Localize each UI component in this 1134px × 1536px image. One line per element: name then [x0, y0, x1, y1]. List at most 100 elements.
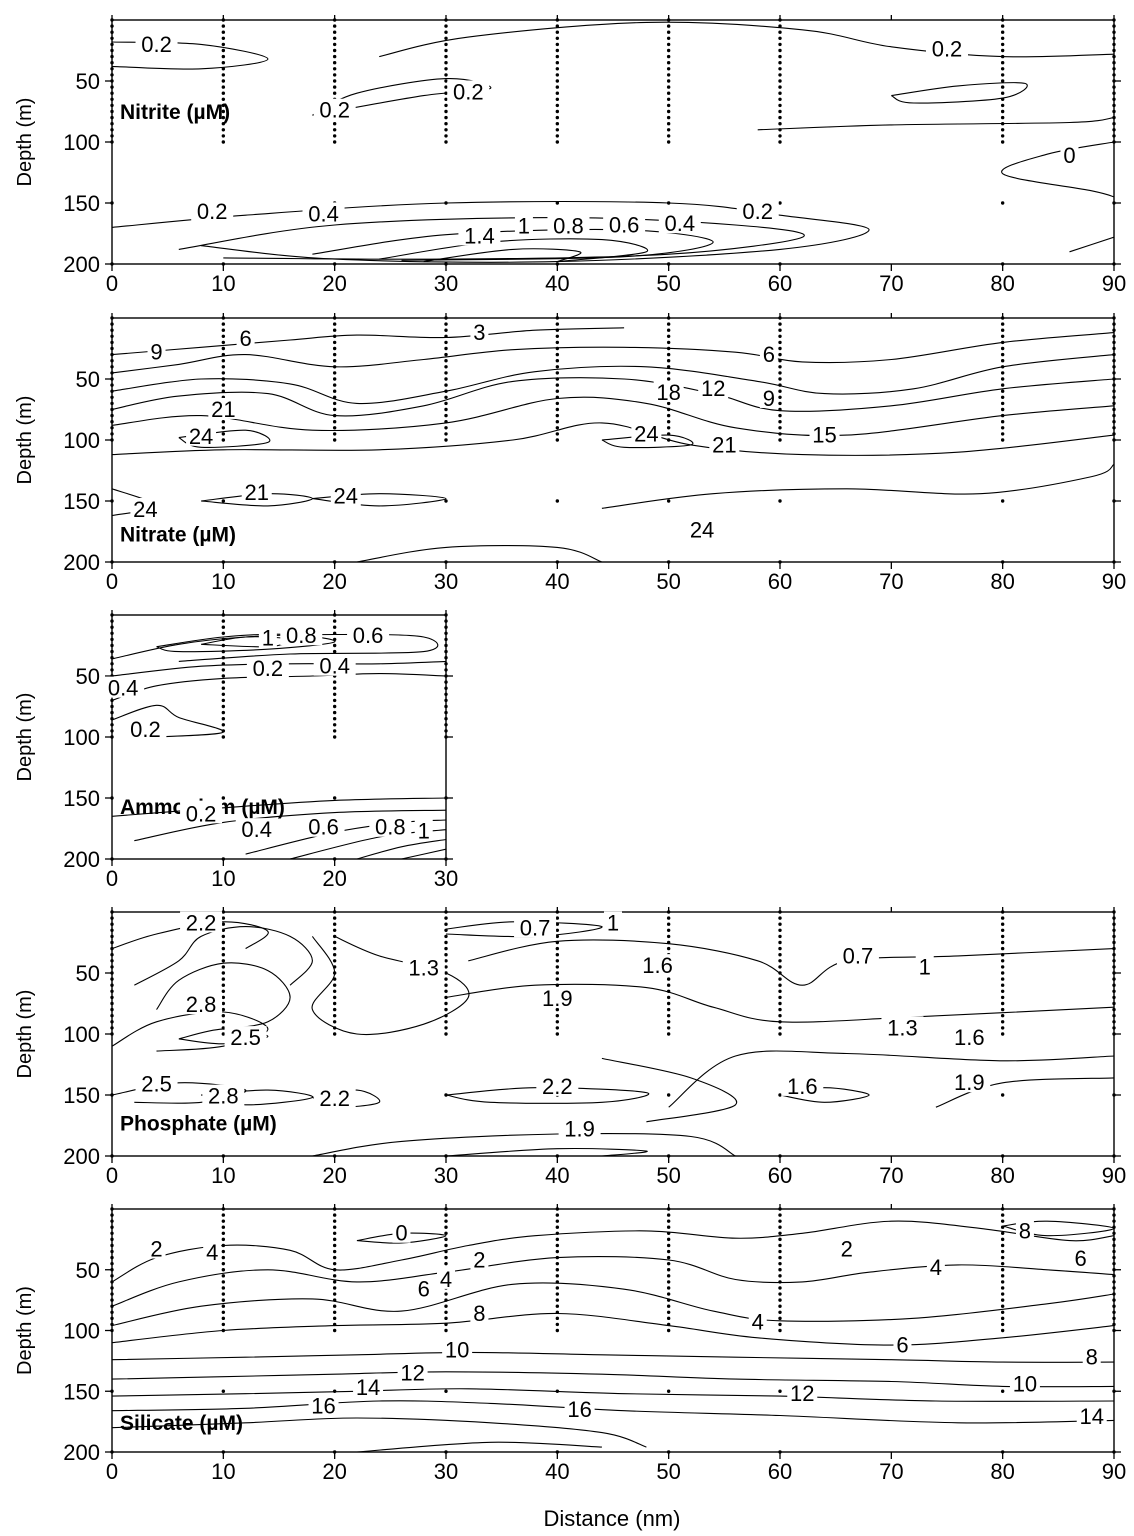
- sample-point: [444, 934, 448, 939]
- sample-point: [332, 1298, 337, 1302]
- sample-point: [778, 1026, 782, 1030]
- sample-point: [1000, 115, 1005, 120]
- contour-label: 1.3: [887, 1015, 918, 1040]
- sample-point: [1000, 965, 1005, 969]
- sample-point: [555, 365, 560, 369]
- sample-point: [1000, 1304, 1005, 1308]
- x-tick-label: 10: [211, 866, 235, 891]
- contour-label-bg: [280, 624, 323, 646]
- sample-point: [1000, 934, 1005, 939]
- y-tick-label: 150: [63, 1083, 100, 1108]
- contour-label: 0.2: [742, 199, 773, 224]
- contour-label-bg: [313, 654, 356, 676]
- contour-label: 1.6: [954, 1025, 985, 1050]
- contour-label: 2.2: [186, 910, 217, 935]
- sample-point: [1000, 1274, 1005, 1278]
- sample-point: [221, 1032, 226, 1036]
- sample-point: [778, 346, 782, 351]
- sample-point: [1000, 1292, 1005, 1296]
- contour-label: 8: [473, 1301, 485, 1326]
- sample-point: [1000, 983, 1005, 987]
- sample-point: [555, 940, 560, 945]
- sample-point: [555, 426, 560, 430]
- x-tick-label: 30: [434, 271, 458, 296]
- sample-point: [1000, 359, 1005, 363]
- contour-line: [468, 939, 1114, 986]
- contour-label-bg: [948, 1026, 991, 1048]
- sample-point: [1000, 1032, 1005, 1036]
- sample-point: [1000, 1020, 1005, 1024]
- sample-point: [666, 36, 671, 40]
- ammonium-contours: [112, 633, 446, 859]
- sample-point: [444, 322, 448, 326]
- sample-point: [778, 1304, 782, 1308]
- sample-point: [1000, 1328, 1005, 1333]
- sample-point: [332, 643, 337, 648]
- sample-point: [221, 67, 226, 71]
- sample-point: [444, 1001, 448, 1006]
- contour-label: 0.6: [609, 212, 640, 237]
- contour-label: 9: [150, 340, 162, 365]
- sample-point: [221, 1292, 226, 1296]
- sample-point: [332, 1316, 337, 1321]
- x-tick-label: 30: [434, 569, 458, 594]
- sample-point: [332, 916, 337, 920]
- sample-point: [778, 1286, 782, 1290]
- x-tick-label: 80: [990, 271, 1014, 296]
- contour-label: 3: [473, 320, 485, 345]
- sample-point: [555, 1243, 560, 1248]
- sample-point: [444, 1298, 448, 1302]
- sample-point: [444, 140, 448, 144]
- sample-point: [666, 1007, 671, 1012]
- sample-point: [666, 1292, 671, 1296]
- contour-label-bg: [653, 380, 684, 402]
- contour-line: [445, 983, 1114, 1023]
- sample-point: [555, 122, 560, 126]
- sample-point: [221, 340, 226, 345]
- sample-point: [555, 24, 560, 28]
- sample-point: [221, 922, 226, 926]
- sample-point: [778, 36, 782, 40]
- sample-point: [221, 73, 226, 77]
- sample-point: [778, 85, 782, 89]
- sample-point: [778, 413, 782, 418]
- contour-label: 6: [763, 342, 775, 367]
- sample-point: [666, 995, 671, 1000]
- sample-point: [1000, 989, 1005, 993]
- sample-point: [444, 940, 448, 945]
- sample-point: [221, 928, 226, 932]
- sample-point: [444, 1014, 448, 1018]
- contour-label-bg: [124, 718, 167, 740]
- sample-point: [221, 377, 226, 381]
- contour-label: 1.4: [464, 223, 495, 248]
- sample-point: [221, 1286, 226, 1290]
- contour-label: 4: [752, 1309, 764, 1334]
- sample-point: [666, 1237, 671, 1242]
- sample-point: [332, 134, 337, 138]
- sample-point: [332, 67, 337, 71]
- sample-point: [666, 365, 671, 369]
- contour-label-bg: [180, 993, 223, 1015]
- sample-point: [1000, 365, 1005, 369]
- sample-point: [444, 989, 448, 993]
- contour-label-bg: [347, 624, 390, 646]
- sample-point: [555, 140, 560, 144]
- sample-point: [332, 413, 337, 418]
- sample-point: [666, 140, 671, 144]
- nitrate-title: Nitrate (µM): [120, 523, 236, 546]
- contour-line: [112, 327, 625, 356]
- sample-point: [1000, 91, 1005, 95]
- sample-point: [778, 328, 782, 332]
- contour-line: [112, 704, 224, 738]
- sample-point: [221, 637, 226, 642]
- sample-point: [332, 704, 337, 709]
- sample-point: [221, 686, 226, 690]
- sample-point: [666, 1328, 671, 1333]
- sample-point: [778, 1261, 782, 1266]
- sample-point: [1000, 122, 1005, 126]
- contour-label: 12: [701, 376, 725, 401]
- sample-point: [778, 922, 782, 926]
- x-tick-label: 20: [322, 1163, 346, 1188]
- sample-point: [666, 48, 671, 53]
- sample-point: [221, 1310, 226, 1314]
